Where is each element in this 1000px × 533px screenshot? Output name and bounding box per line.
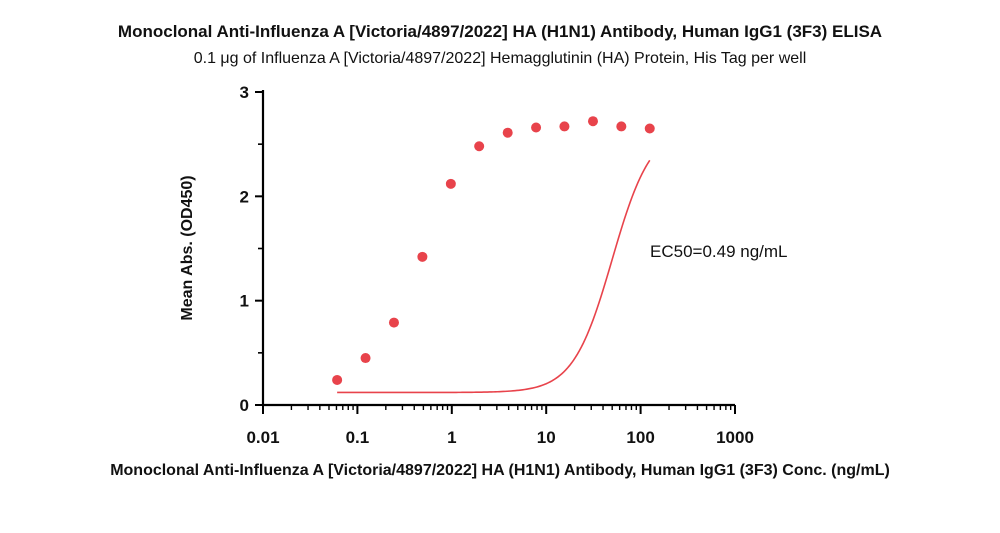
x-tick-label: 1 (447, 428, 456, 447)
data-point (616, 121, 627, 132)
chart-axes: 0 1 2 3 0.01 0.1 1 10 100 1000 (240, 83, 754, 447)
data-point (644, 123, 655, 134)
data-point (587, 116, 598, 127)
x-tick-label: 10 (537, 428, 556, 447)
data-point (559, 121, 570, 132)
fit-curve (337, 159, 651, 394)
data-point (474, 141, 485, 152)
data-point (360, 353, 371, 364)
data-point (445, 178, 456, 189)
data-point (332, 374, 343, 385)
x-tick-label: 0.1 (346, 428, 370, 447)
data-point (502, 127, 513, 138)
data-point (531, 122, 542, 133)
y-axis-label: Mean Abs. (OD450) (179, 175, 196, 321)
y-tick-label: 0 (240, 396, 249, 415)
x-axis-label: Monoclonal Anti-Influenza A [Victoria/48… (110, 462, 890, 479)
y-tick-label: 2 (240, 187, 249, 206)
y-tick-label: 1 (240, 292, 249, 311)
x-tick-label: 100 (626, 428, 654, 447)
y-tick-label: 3 (240, 83, 249, 102)
chart-subtitle: 0.1 μg of Influenza A [Victoria/4897/202… (193, 50, 807, 67)
x-tick-label: 1000 (716, 428, 754, 447)
x-tick-label: 0.01 (246, 428, 279, 447)
data-points (332, 116, 655, 385)
data-point (388, 317, 399, 328)
chart-title: Monoclonal Anti-Influenza A [Victoria/48… (117, 22, 883, 41)
data-point (417, 251, 428, 262)
ec50-annotation: EC50=0.49 ng/mL (650, 242, 788, 261)
